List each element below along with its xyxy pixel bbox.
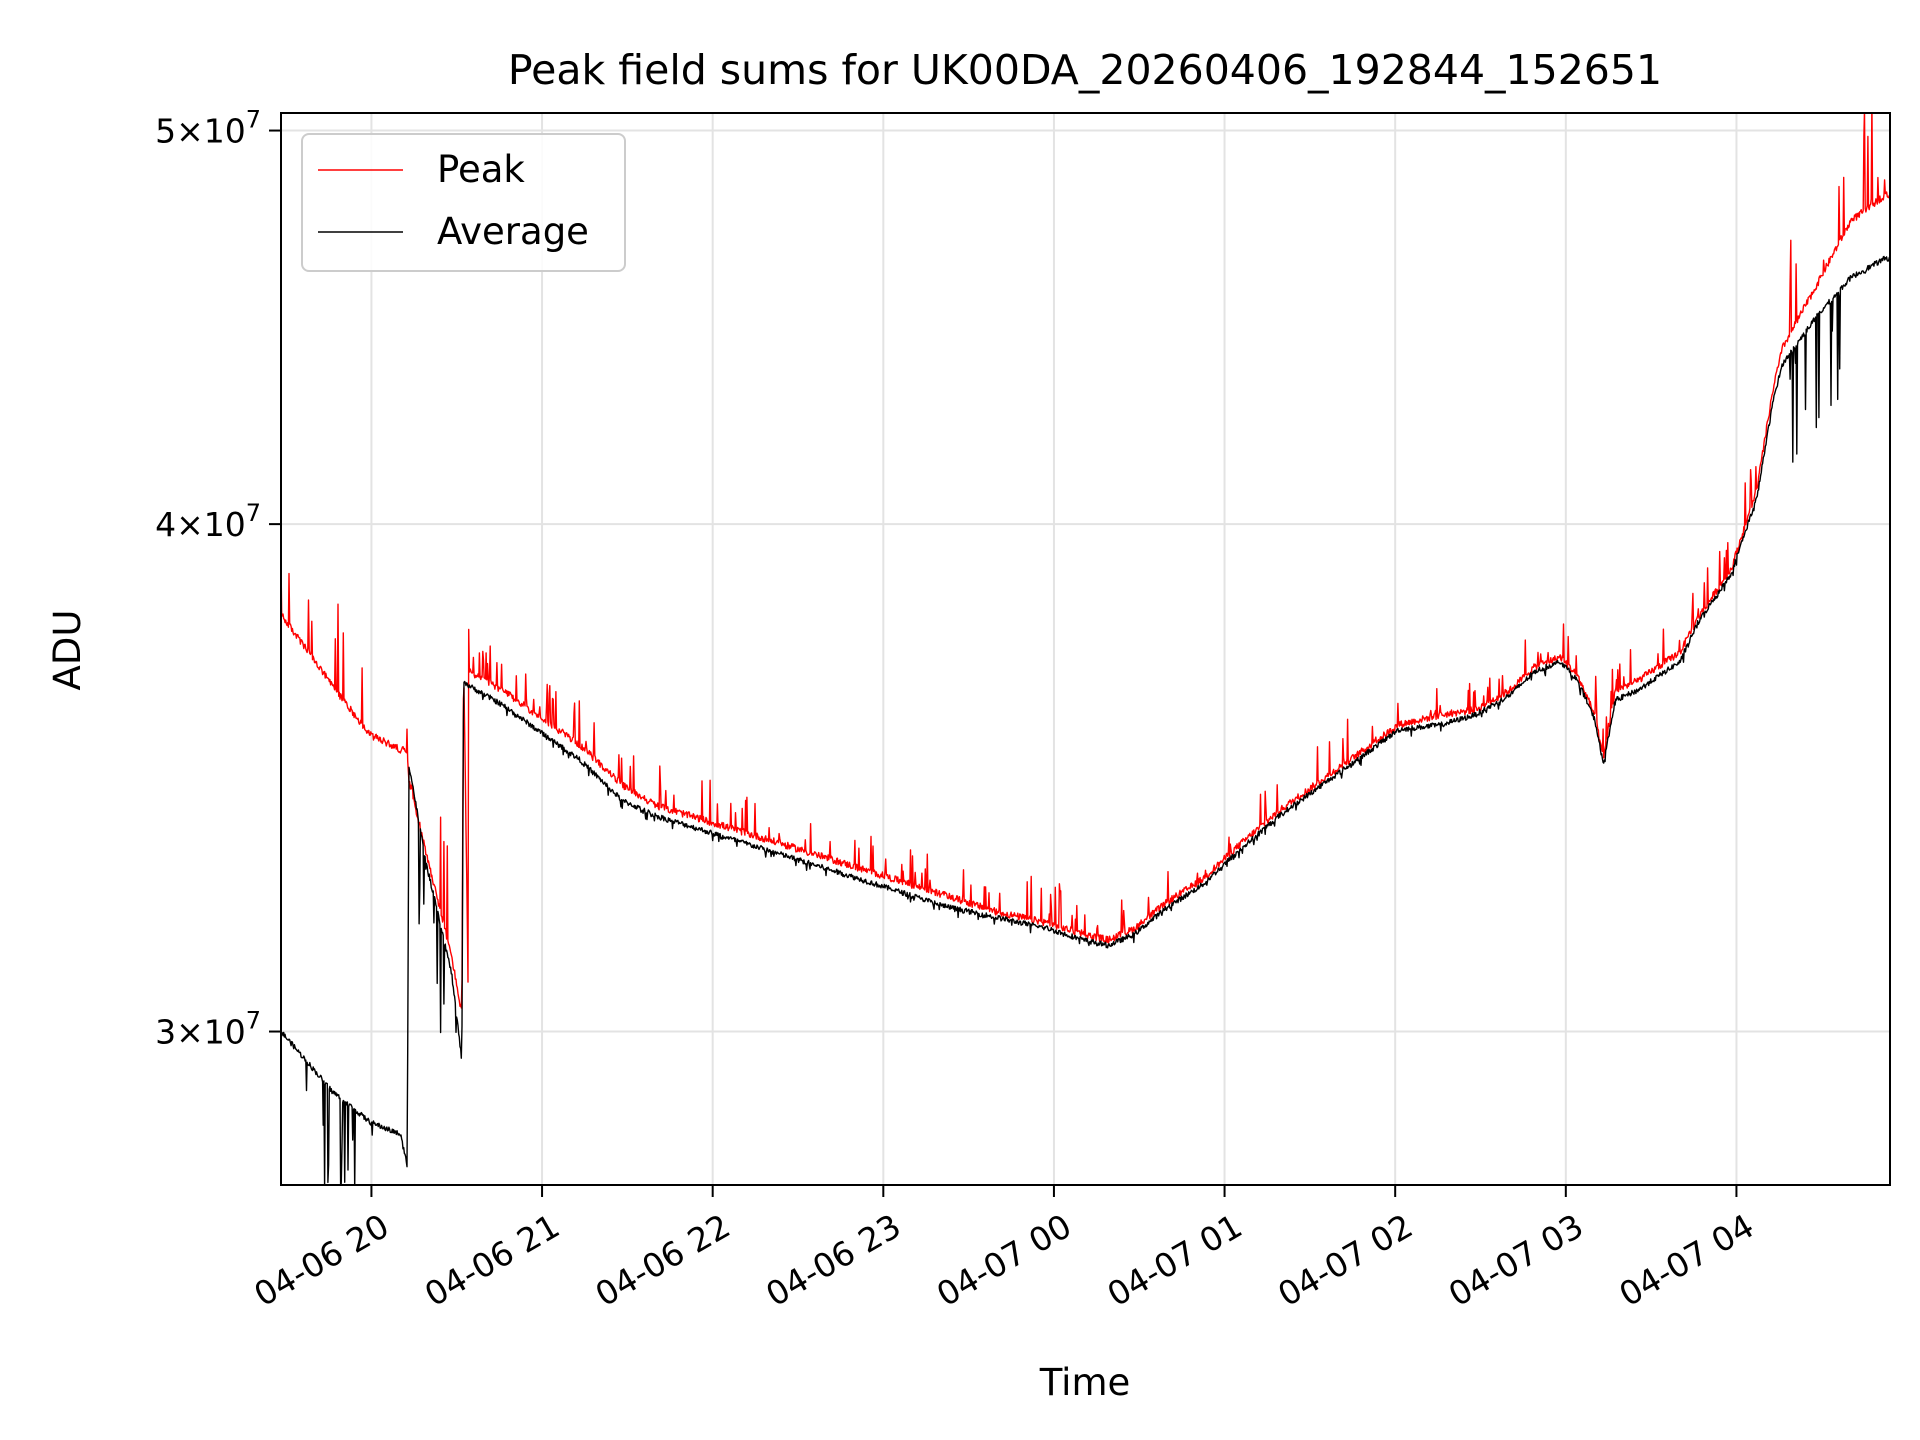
legend-label-peak: Peak: [437, 148, 525, 191]
y-tick-label-1-exp: 7: [246, 499, 261, 527]
y-tick-label-0-base: 3: [155, 1013, 176, 1052]
y-axis-label: ADU: [46, 610, 89, 691]
y-tick-label-1: 4×107: [155, 499, 261, 544]
y-tick-label-2-base: 5: [155, 112, 176, 151]
grid: [281, 113, 1890, 1185]
legend-box: [301, 133, 626, 272]
y-tick-label-0-exp: 7: [246, 1007, 261, 1035]
legend-label-average: Average: [437, 210, 589, 253]
chart-title: Peak field sums for UK00DA_20260406_1928…: [508, 46, 1662, 94]
legend: Peak Average: [301, 133, 626, 272]
y-tick-label-2-times: ×10: [176, 112, 246, 151]
y-tick-label-0: 3×107: [155, 1007, 261, 1052]
series-line-peak: [281, 113, 1890, 1009]
y-tick-label-1-times: ×10: [176, 505, 246, 544]
series-line-average: [281, 255, 1890, 1185]
y-tick-label-1-base: 4: [155, 505, 176, 544]
plot-frame: [280, 112, 1891, 1186]
y-tick-label-2: 5×107: [155, 106, 261, 151]
y-tick-label-0-times: ×10: [176, 1013, 246, 1052]
series-layer: [281, 113, 1890, 1185]
y-tick-label-2-exp: 7: [246, 106, 261, 134]
x-axis-label: Time: [1039, 1361, 1131, 1404]
